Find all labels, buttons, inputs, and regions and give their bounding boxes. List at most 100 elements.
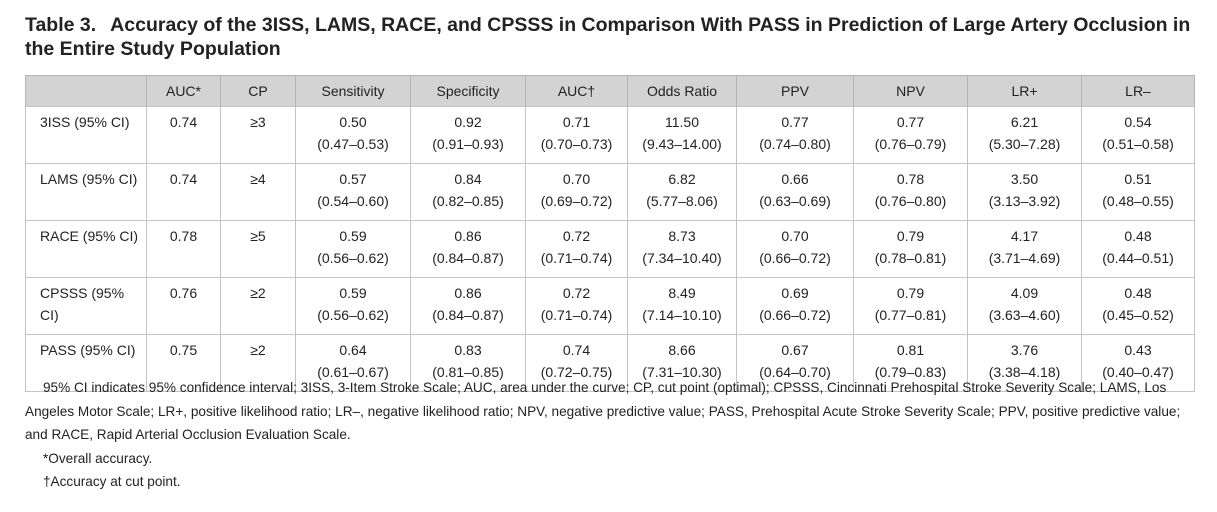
sensitivity-value: 0.50 xyxy=(339,114,367,130)
lr-neg-value: 0.48 xyxy=(1124,285,1152,301)
ppv-value: 0.70 xyxy=(781,228,809,244)
ppv-ci: (0.74–0.80) xyxy=(759,136,831,152)
odds-ratio-cell: 8.66 (7.31–10.30) xyxy=(627,334,737,392)
odds-ratio-value: 8.73 xyxy=(668,228,696,244)
header-cell-lr-neg: LR– xyxy=(1081,75,1195,107)
auc-cut-value: 0.74 xyxy=(562,342,591,358)
lr-neg-value: 0.43 xyxy=(1124,342,1152,358)
cp-cell: ≥4 xyxy=(220,163,296,221)
ppv-ci: (0.66–0.72) xyxy=(759,250,831,266)
lr-pos-ci: (3.71–4.69) xyxy=(988,250,1061,266)
auc-cut-ci: (0.70–0.73) xyxy=(540,136,613,152)
lr-neg-cell: 0.51 (0.48–0.55) xyxy=(1081,163,1195,221)
specificity-value: 0.84 xyxy=(454,171,482,187)
sensitivity-value: 0.59 xyxy=(339,285,367,301)
results-table: AUC* CP Sensitivity Specificity AUC† Odd… xyxy=(25,75,1195,392)
npv-cell: 0.79 (0.78–0.81) xyxy=(853,220,968,278)
npv-cell: 0.81 (0.79–0.83) xyxy=(853,334,968,392)
row-label: PASS (95% CI) xyxy=(25,334,147,392)
specificity-ci: (0.82–0.85) xyxy=(432,193,504,209)
ppv-cell: 0.70 (0.66–0.72) xyxy=(736,220,854,278)
auc-cut-ci: (0.69–0.72) xyxy=(540,193,613,209)
row-label: RACE (95% CI) xyxy=(25,220,147,278)
header-cell-auc: AUC* xyxy=(146,75,221,107)
auc-cell: 0.74 xyxy=(146,163,221,221)
npv-ci: (0.78–0.81) xyxy=(874,250,947,266)
header-cell-blank xyxy=(25,75,147,107)
ppv-ci: (0.64–0.70) xyxy=(759,364,831,380)
cp-cell: ≥2 xyxy=(220,277,296,335)
auc-cut-value: 0.70 xyxy=(562,171,591,187)
footnote-cut-point-accuracy: †Accuracy at cut point. xyxy=(43,474,181,489)
npv-value: 0.79 xyxy=(896,285,925,301)
lr-neg-cell: 0.43 (0.40–0.47) xyxy=(1081,334,1195,392)
sensitivity-cell: 0.59 (0.56–0.62) xyxy=(295,220,411,278)
npv-ci: (0.79–0.83) xyxy=(874,364,947,380)
lr-pos-value: 3.50 xyxy=(1010,171,1039,187)
specificity-cell: 0.86 (0.84–0.87) xyxy=(410,277,526,335)
ppv-value: 0.67 xyxy=(781,342,809,358)
row-label: 3ISS (95% CI) xyxy=(25,106,147,164)
auc-cut-cell: 0.72 (0.71–0.74) xyxy=(525,277,628,335)
lr-pos-cell: 6.21 (5.30–7.28) xyxy=(967,106,1082,164)
odds-ratio-cell: 8.73 (7.34–10.40) xyxy=(627,220,737,278)
footnote-overall-accuracy: *Overall accuracy. xyxy=(43,450,153,466)
lr-neg-value: 0.51 xyxy=(1124,171,1152,187)
specificity-value: 0.86 xyxy=(454,228,482,244)
npv-value: 0.77 xyxy=(896,114,925,130)
header-cell-cp: CP xyxy=(220,75,296,107)
table-row: 3ISS (95% CI) 0.74 ≥3 0.50 (0.47–0.53) 0.… xyxy=(25,106,1195,164)
odds-ratio-cell: 11.50 (9.43–14.00) xyxy=(627,106,737,164)
ppv-value: 0.77 xyxy=(781,114,809,130)
abbreviation-text: 95% CI indicates 95% confidence interval… xyxy=(25,380,1181,442)
table-row: CPSSS (95% CI) 0.76 ≥2 0.59 (0.56–0.62) 0… xyxy=(25,277,1195,335)
auc-cut-ci: (0.71–0.74) xyxy=(540,250,613,266)
npv-ci: (0.77–0.81) xyxy=(874,307,947,323)
ppv-ci: (0.66–0.72) xyxy=(759,307,831,323)
auc-cut-cell: 0.74 (0.72–0.75) xyxy=(525,334,628,392)
table-row: LAMS (95% CI) 0.74 ≥4 0.57 (0.54–0.60) 0.… xyxy=(25,163,1195,221)
lr-neg-ci: (0.51–0.58) xyxy=(1102,136,1174,152)
table-header-row: AUC* CP Sensitivity Specificity AUC† Odd… xyxy=(25,75,1195,107)
odds-ratio-value: 8.49 xyxy=(668,285,696,301)
lr-pos-ci: (5.30–7.28) xyxy=(988,136,1061,152)
lr-pos-value: 3.76 xyxy=(1010,342,1039,358)
odds-ratio-ci: (7.14–10.10) xyxy=(642,307,722,323)
sensitivity-ci: (0.47–0.53) xyxy=(317,136,389,152)
ppv-value: 0.66 xyxy=(781,171,809,187)
auc-cut-value: 0.71 xyxy=(562,114,591,130)
sensitivity-ci: (0.56–0.62) xyxy=(317,250,389,266)
sensitivity-cell: 0.64 (0.61–0.67) xyxy=(295,334,411,392)
auc-cut-ci: (0.72–0.75) xyxy=(540,364,613,380)
lr-pos-cell: 3.76 (3.38–4.18) xyxy=(967,334,1082,392)
specificity-ci: (0.84–0.87) xyxy=(432,307,504,323)
npv-ci: (0.76–0.79) xyxy=(874,136,947,152)
abbreviation-note: 95% CI indicates 95% confidence interval… xyxy=(25,376,1185,447)
specificity-value: 0.83 xyxy=(454,342,482,358)
lr-pos-value: 6.21 xyxy=(1010,114,1039,130)
auc-cut-value: 0.72 xyxy=(562,285,591,301)
npv-cell: 0.77 (0.76–0.79) xyxy=(853,106,968,164)
specificity-ci: (0.84–0.87) xyxy=(432,250,504,266)
specificity-cell: 0.86 (0.84–0.87) xyxy=(410,220,526,278)
npv-cell: 0.78 (0.76–0.80) xyxy=(853,163,968,221)
lr-neg-ci: (0.45–0.52) xyxy=(1102,307,1174,323)
lr-pos-ci: (3.13–3.92) xyxy=(988,193,1061,209)
auc-cut-cell: 0.70 (0.69–0.72) xyxy=(525,163,628,221)
specificity-value: 0.92 xyxy=(454,114,482,130)
lr-pos-value: 4.17 xyxy=(1010,228,1039,244)
odds-ratio-cell: 6.82 (5.77–8.06) xyxy=(627,163,737,221)
auc-cut-value: 0.72 xyxy=(562,228,591,244)
cp-cell: ≥3 xyxy=(220,106,296,164)
table-number: Table 3. xyxy=(25,14,97,36)
header-cell-specificity: Specificity xyxy=(410,75,526,107)
odds-ratio-ci: (7.31–10.30) xyxy=(642,364,722,380)
lr-neg-ci: (0.44–0.51) xyxy=(1102,250,1174,266)
npv-cell: 0.79 (0.77–0.81) xyxy=(853,277,968,335)
lr-neg-value: 0.54 xyxy=(1124,114,1152,130)
table-row: PASS (95% CI) 0.75 ≥2 0.64 (0.61–0.67) 0.… xyxy=(25,334,1195,392)
npv-value: 0.81 xyxy=(896,342,925,358)
odds-ratio-ci: (7.34–10.40) xyxy=(642,250,722,266)
lr-pos-cell: 4.09 (3.63–4.60) xyxy=(967,277,1082,335)
header-cell-lr-pos: LR+ xyxy=(967,75,1082,107)
